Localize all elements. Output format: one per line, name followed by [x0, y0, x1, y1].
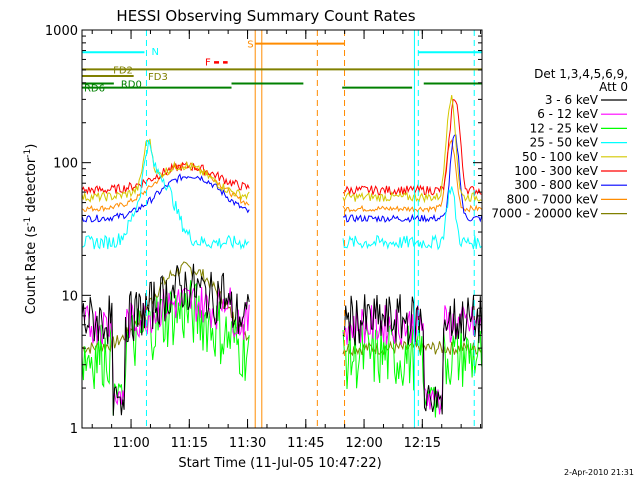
legend-header: Det 1,3,4,5,6,9, — [534, 67, 628, 81]
plot-frame — [81, 29, 483, 429]
night-label: N — [151, 47, 158, 58]
marker-layer: N S F FD2 FD3 RD0 RD6 — [82, 30, 482, 428]
chart-title: HESSI Observing Summary Count Rates — [116, 7, 415, 25]
legend-label: 300 - 800 keV — [514, 178, 598, 192]
legend-label: 7000 - 20000 keV — [491, 207, 598, 221]
decimation-label: FD3 — [148, 72, 168, 83]
x-tick-label: 11:30 — [229, 436, 266, 451]
y-tick-label: 1 — [70, 422, 78, 437]
y-tick-label: 10 — [61, 289, 78, 304]
x-tick-label: 11:15 — [171, 436, 208, 451]
legend-label: 12 - 25 keV — [530, 121, 599, 135]
series-layer — [81, 95, 483, 418]
x-axis: 11:00 11:15 11:30 11:45 12:00 12:15 — [91, 30, 482, 451]
flare-label: F — [205, 57, 211, 68]
x-axis-label: Start Time (11-Jul-05 10:47:22) — [178, 456, 381, 471]
legend-label: 100 - 300 keV — [514, 164, 598, 178]
saa-label: S — [247, 40, 253, 51]
series-line — [81, 95, 482, 204]
y-tick-label: 1000 — [45, 24, 78, 39]
x-tick-label: 11:00 — [112, 436, 149, 451]
legend-label: 6 - 12 keV — [537, 107, 599, 121]
y-axis-label-sup: -1 — [23, 217, 33, 226]
y-axis-label: Count Rate (s-1 detector-1) — [23, 144, 39, 315]
legend-label: 800 - 7000 keV — [507, 192, 599, 206]
legend-header: Att 0 — [599, 80, 628, 94]
legend-label: 3 - 6 keV — [545, 93, 599, 107]
series-line — [81, 134, 483, 223]
y-tick-label: 100 — [53, 157, 78, 172]
decimation-label: RD6 — [84, 84, 105, 95]
y-axis-label-part: Count Rate (s — [24, 226, 39, 315]
x-tick-label: 11:45 — [287, 436, 324, 451]
series-line — [81, 286, 483, 415]
decimation-label: FD2 — [113, 65, 133, 76]
series-line — [81, 140, 482, 251]
legend-label: 25 - 50 keV — [530, 136, 599, 150]
footer-date: 2-Apr-2010 21:31 — [564, 468, 634, 477]
y-axis-label-sup: -1 — [23, 149, 33, 158]
y-axis-label-part: ) — [24, 144, 39, 149]
x-tick-label: 12:15 — [404, 436, 441, 451]
y-axis: 1 10 100 1000 — [45, 24, 482, 437]
y-axis-label-part: detector — [24, 157, 39, 217]
decimation-label: RD0 — [121, 80, 142, 91]
x-tick-label: 12:00 — [345, 436, 382, 451]
series-line — [81, 263, 483, 416]
legend-label: 50 - 100 keV — [522, 150, 599, 164]
